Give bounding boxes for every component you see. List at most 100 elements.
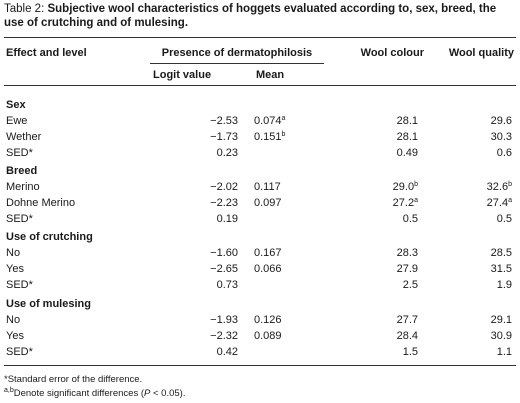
cell-mean-value: 0.151 — [254, 131, 282, 143]
cell-logit-value: 0.19 — [216, 213, 238, 225]
cell-logit: 0.19 — [150, 212, 238, 226]
cell-mean: 0.066 — [254, 262, 282, 276]
cell-wool-colour: 27.2a — [352, 196, 418, 210]
cell-logit: −1.93 — [150, 313, 238, 327]
cell-level: No — [6, 313, 20, 327]
group-heading: Use of mulesing — [6, 297, 91, 311]
cell-level: No — [6, 246, 20, 260]
cell-mean-significance-mark: b — [281, 131, 286, 138]
cell-logit-value: −2.23 — [210, 197, 238, 209]
cell-wool-quality: 0.6 — [448, 146, 512, 160]
cell-level: Yes — [6, 262, 24, 276]
bottom-rule — [4, 365, 516, 366]
cell-logit: −2.32 — [150, 329, 238, 343]
cell-logit-value: −1.60 — [210, 247, 238, 259]
cell-wool-quality: 32.6b — [448, 180, 512, 194]
header-effect: Effect and level — [6, 47, 87, 59]
cell-mean: 0.126 — [254, 313, 282, 327]
cell-wool-quality: 30.9 — [448, 329, 512, 343]
cell-wool-quality: 31.5 — [448, 262, 512, 276]
footnote-sig-text: Denote significant differences ( — [13, 388, 144, 399]
cell-wool-colour: 0.49 — [352, 146, 418, 160]
cell-wool-colour-significance-mark: a — [414, 197, 418, 204]
cell-mean-value: 0.074 — [254, 115, 282, 127]
group-heading-value: Sex — [6, 99, 26, 111]
footnote-sig-marks: a,b — [4, 387, 14, 394]
cell-wool-colour-value: 28.4 — [396, 330, 418, 342]
cell-level: SED* — [6, 278, 33, 292]
cell-logit: −2.65 — [150, 262, 238, 276]
cell-wool-quality-value: 30.9 — [490, 330, 512, 342]
cell-logit: 0.73 — [150, 278, 238, 292]
cell-logit-value: −1.93 — [210, 314, 238, 326]
cell-wool-colour-value: 1.5 — [402, 346, 418, 358]
cell-mean: 0.097 — [254, 196, 282, 210]
cell-level-value: Dohne Merino — [6, 197, 76, 209]
cell-logit-value: −2.53 — [210, 115, 238, 127]
cell-wool-colour-value: 0.5 — [402, 213, 418, 225]
cell-level-value: SED* — [6, 147, 33, 159]
cell-mean-value: 0.066 — [254, 263, 282, 275]
cell-mean: 0.089 — [254, 329, 282, 343]
cell-wool-colour-value: 27.9 — [396, 263, 418, 275]
header-sub-rule — [150, 63, 324, 64]
cell-level: SED* — [6, 345, 33, 359]
header-mean: Mean — [256, 69, 285, 81]
cell-wool-quality: 29.1 — [448, 313, 512, 327]
cell-mean-value: 0.117 — [254, 181, 281, 193]
header-presence: Presence of dermatophilosis — [161, 47, 313, 59]
cell-wool-quality-value: 32.6 — [486, 181, 509, 193]
cell-wool-colour: 2.5 — [352, 278, 418, 292]
cell-mean-value: 0.089 — [254, 330, 282, 342]
group-heading-value: Use of crutching — [6, 231, 93, 243]
top-rule — [4, 37, 516, 38]
header-wool-quality: Wool quality — [448, 47, 514, 59]
header-wool-colour: Wool colour — [360, 47, 424, 59]
cell-wool-colour-significance-mark: b — [414, 181, 418, 188]
cell-wool-quality-value: 0.5 — [496, 213, 512, 225]
footnote-significance: a,bDenote significant differences (P < 0… — [4, 387, 185, 400]
cell-wool-colour: 28.3 — [352, 246, 418, 260]
cell-wool-colour: 27.9 — [352, 262, 418, 276]
cell-wool-quality-value: 1.9 — [496, 279, 512, 291]
cell-level: SED* — [6, 212, 33, 226]
cell-wool-quality-value: 30.3 — [490, 131, 512, 143]
cell-wool-quality-significance-mark: b — [508, 181, 512, 188]
cell-wool-colour-value: 28.3 — [396, 247, 418, 259]
cell-level-value: No — [6, 247, 21, 259]
cell-wool-colour-value: 29.0 — [392, 181, 415, 193]
cell-wool-colour-value: 28.1 — [396, 115, 418, 127]
cell-mean-value: 0.126 — [254, 314, 282, 326]
cell-level-value: No — [6, 314, 21, 326]
cell-wool-quality: 28.5 — [448, 246, 512, 260]
cell-wool-colour-value: 0.49 — [396, 147, 418, 159]
cell-level-value: Yes — [6, 330, 24, 342]
cell-level-value: Merino — [6, 181, 40, 193]
cell-logit: 0.23 — [150, 146, 238, 160]
cell-wool-quality-value: 29.6 — [490, 115, 512, 127]
table-title: Subjective wool characteristics of hogge… — [4, 3, 497, 29]
cell-wool-colour-value: 27.2 — [392, 197, 415, 209]
cell-mean-significance-mark: a — [281, 115, 286, 122]
cell-level-value: Wether — [6, 131, 42, 143]
table-caption: Table 2: Subjective wool characteristics… — [4, 2, 516, 30]
cell-level: Yes — [6, 329, 24, 343]
cell-mean: 0.167 — [254, 246, 282, 260]
cell-wool-quality-value: 28.5 — [490, 247, 512, 259]
cell-logit-value: −2.02 — [210, 181, 238, 193]
cell-wool-quality: 1.1 — [448, 345, 512, 359]
cell-level-value: Ewe — [6, 115, 28, 127]
cell-wool-colour-value: 27.7 — [396, 314, 418, 326]
cell-level: Dohne Merino — [6, 196, 75, 210]
cell-logit-value: 0.42 — [216, 346, 238, 358]
cell-wool-quality-value: 31.5 — [490, 263, 512, 275]
cell-mean: 0.074a — [254, 114, 285, 128]
table-label: Table 2: — [4, 3, 48, 15]
cell-logit: −2.23 — [150, 196, 238, 210]
cell-mean: 0.117 — [254, 180, 281, 194]
group-heading-value: Use of mulesing — [6, 298, 91, 310]
cell-wool-quality-significance-mark: a — [508, 197, 512, 204]
cell-wool-quality-value: 29.1 — [490, 314, 512, 326]
cell-level: Wether — [6, 130, 41, 144]
cell-wool-colour: 27.7 — [352, 313, 418, 327]
